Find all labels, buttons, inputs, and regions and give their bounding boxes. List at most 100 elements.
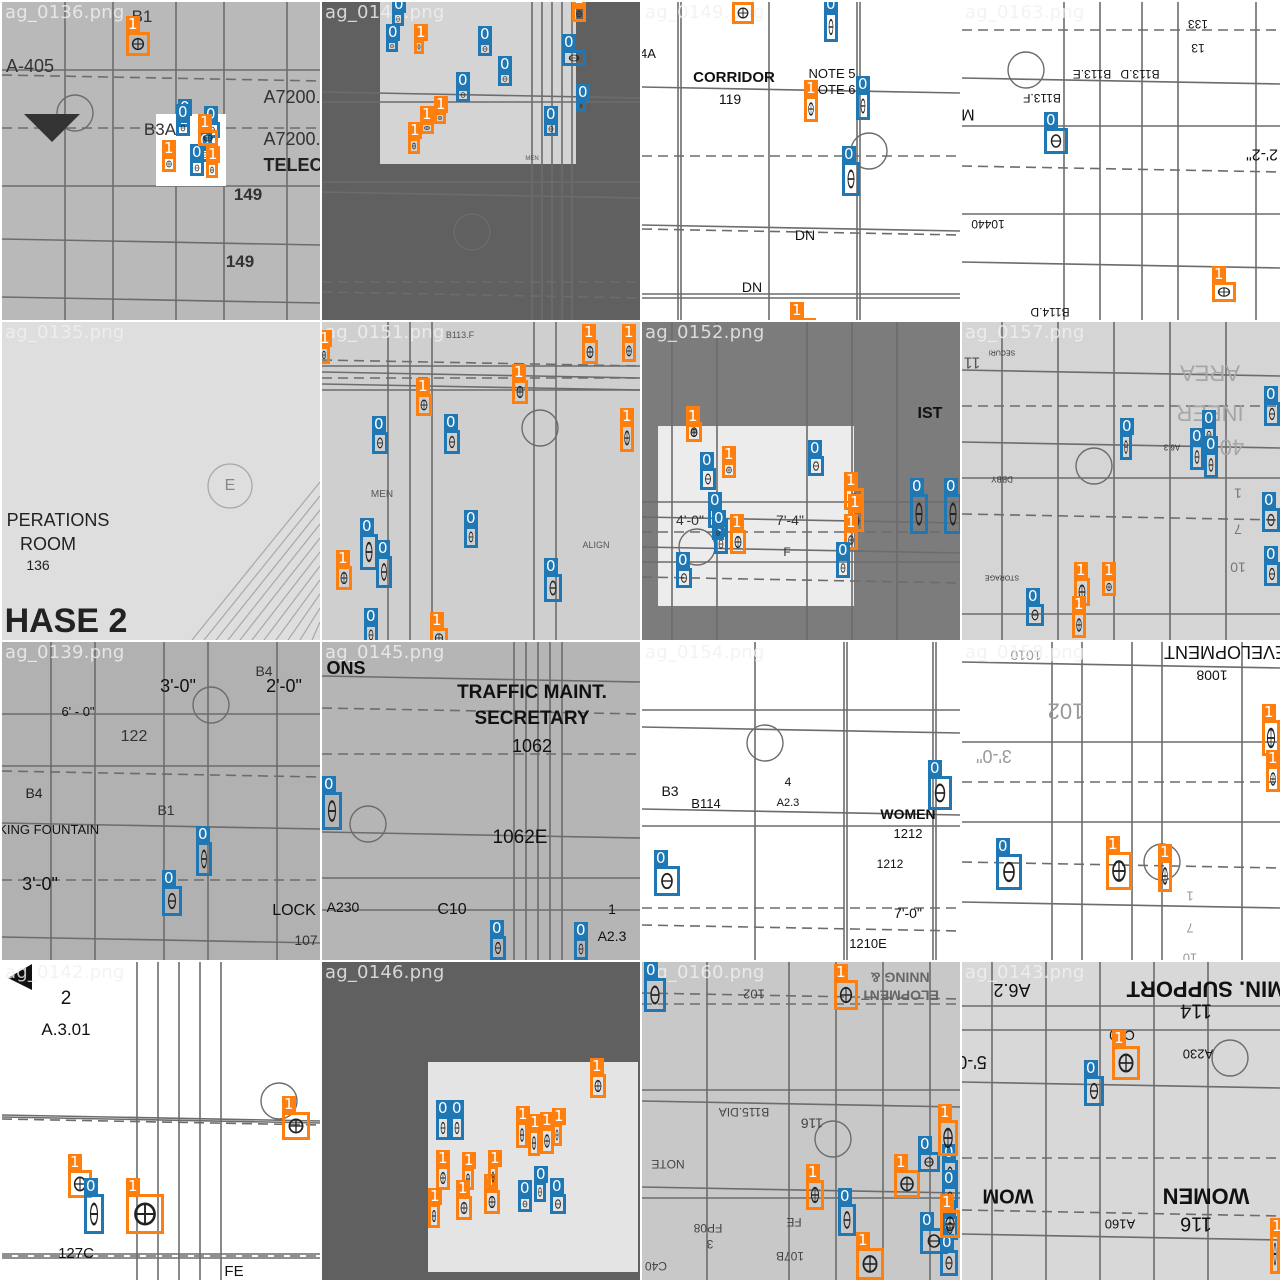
outlet-symbol	[579, 103, 583, 109]
detection-box: 1	[512, 364, 528, 404]
detection-box: 1	[336, 550, 352, 590]
detection-box: 0	[824, 2, 838, 42]
class-label-tag: 0	[644, 962, 658, 979]
plan-label: 2'-0"	[266, 676, 302, 696]
plan-label: B113.F	[1023, 91, 1061, 105]
outlet-symbol	[847, 169, 855, 189]
plan-label: FE	[786, 1215, 801, 1229]
image-tile: NNING & ELOPMENT 102 116 B115.DIA NOTE FP08 107…	[642, 962, 960, 1280]
detection-box: 1	[590, 1058, 606, 1098]
floor-plan-drawing: NNING & ELOPMENT 102 116 B115.DIA NOTE FP08 107…	[642, 962, 960, 1280]
grid-circle-symbol	[862, 1255, 878, 1273]
class-label-tag: 0	[498, 55, 512, 73]
outlet-symbol	[716, 530, 720, 536]
class-label-tag: 0	[392, 2, 406, 13]
class-label-tag: 1	[198, 113, 212, 131]
detection-box: 1	[894, 1154, 920, 1198]
plan-label: B3	[661, 783, 678, 799]
detection-box: 0	[436, 1100, 450, 1140]
detection-box: 0	[176, 104, 190, 136]
detection-box: 0	[1264, 386, 1280, 426]
detection-box: 0	[1026, 588, 1044, 626]
class-label-tag: 0	[386, 23, 400, 41]
plan-label: 116	[801, 1116, 824, 1132]
class-label-tag: 0	[1120, 417, 1134, 435]
plan-label: LOCK	[272, 902, 316, 919]
detection-box: 1	[582, 324, 598, 364]
class-label-tag: 1	[68, 1153, 82, 1171]
plan-label: 7'-4"	[776, 512, 804, 528]
detection-box: 1	[622, 324, 636, 362]
grid-circle-symbol	[531, 1136, 537, 1150]
grid-circle-symbol	[288, 1118, 304, 1134]
image-tile: 3'-0" 2'-0" 6' - 0" 122 B4 B4 B1 NKING FOUNTAIN…	[2, 642, 320, 960]
plan-label: 3'-0"	[22, 874, 58, 894]
grid-circle-symbol	[586, 345, 594, 359]
plan-label: 6' - 0"	[61, 704, 94, 719]
class-label-tag: 1	[456, 1179, 470, 1197]
detection-box: 1	[1266, 750, 1280, 792]
detection-box: 0	[1190, 428, 1204, 470]
detection-box: 0	[910, 478, 928, 534]
detection-box: 0	[654, 850, 680, 896]
plan-label: DN	[795, 227, 815, 243]
detection-box: 1	[436, 1150, 450, 1190]
detection-box: 1	[938, 1104, 958, 1156]
detection-box: 0	[1264, 546, 1280, 586]
grid-circle-symbol	[626, 345, 632, 357]
class-label-tag: 0	[518, 1179, 532, 1197]
class-label-tag: 0	[490, 919, 504, 937]
detection-box: 1	[732, 2, 754, 24]
grid-circle-symbol	[808, 102, 814, 116]
detection-box: 1	[940, 1194, 960, 1238]
class-label-tag: 0	[928, 759, 942, 777]
class-label-tag: 1	[732, 2, 746, 3]
outlet-symbol	[1208, 458, 1214, 472]
grid-circle-symbol	[440, 1171, 446, 1185]
detection-box: 0	[996, 838, 1022, 890]
class-label-tag: 0	[478, 25, 492, 43]
outlet-symbol	[390, 43, 394, 49]
class-label-tag: 1	[516, 1105, 530, 1123]
grid-circle-symbol	[1217, 287, 1231, 297]
class-label-tag: 1	[590, 1057, 604, 1075]
outlet-symbol	[681, 573, 687, 583]
outlet-symbol	[840, 563, 846, 573]
class-label-tag: 1	[804, 79, 818, 97]
plan-label: ROOM	[20, 534, 76, 554]
detection-box: 1	[1072, 596, 1086, 638]
plan-label: 11	[964, 353, 981, 370]
class-label-tag: 1	[462, 1151, 476, 1169]
plan-label: B113.D	[1120, 67, 1159, 81]
detection-box: 0	[1044, 112, 1068, 154]
plan-label: NNING &	[870, 970, 929, 986]
class-label-tag: 1	[1072, 595, 1086, 613]
class-label-tag: 0	[444, 413, 458, 431]
plan-label: A230	[327, 899, 360, 915]
plan-label: IST	[918, 405, 943, 422]
class-label-tag: 0	[1044, 111, 1058, 129]
detection-box: 1	[790, 302, 816, 320]
class-label-tag: 0	[544, 557, 558, 575]
plan-label: B4	[25, 785, 42, 801]
outlet-symbol	[396, 16, 400, 22]
class-label-tag: 1	[428, 1187, 442, 1205]
detection-box: 1	[620, 408, 634, 452]
outlet-symbol	[1124, 440, 1128, 454]
plan-label: 149	[234, 185, 262, 204]
class-label-tag: 0	[450, 1099, 464, 1117]
detection-box: 0	[364, 608, 378, 640]
outlet-symbol	[1269, 407, 1275, 421]
grid-circle-symbol	[839, 986, 853, 1004]
image-tile: B113.F B113.E B113.D 10440 M 2'-2" 133 13 B114.D…	[962, 2, 1280, 320]
detection-box: 1	[1074, 562, 1090, 606]
plan-label: A6.3	[1163, 443, 1180, 452]
plan-label: B113.E	[1073, 67, 1111, 81]
detection-box: 1	[456, 1180, 472, 1220]
class-label-tag: 1	[540, 1111, 554, 1129]
grid-circle-symbol	[1162, 867, 1168, 885]
detection-box: 1	[730, 514, 746, 554]
plan-label: B115.DIA	[719, 1105, 769, 1119]
